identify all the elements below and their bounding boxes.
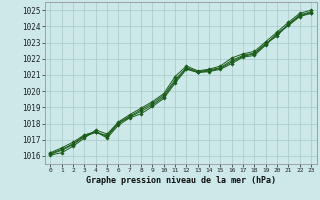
- X-axis label: Graphe pression niveau de la mer (hPa): Graphe pression niveau de la mer (hPa): [86, 176, 276, 185]
